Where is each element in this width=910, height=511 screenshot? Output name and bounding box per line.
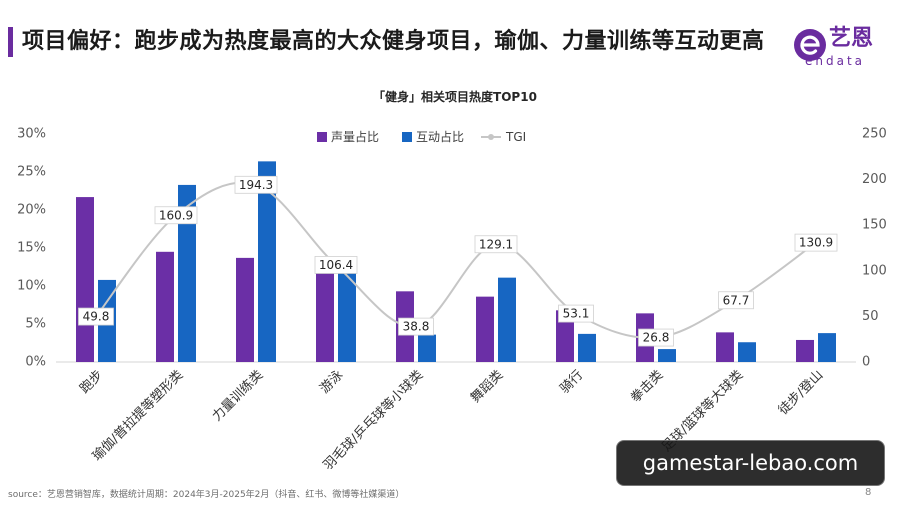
tgi-line <box>95 181 817 339</box>
tgi-data-label: 160.9 <box>154 206 198 225</box>
bar-voice-share <box>236 257 254 362</box>
tgi-data-label-box <box>78 307 114 326</box>
legend-item-tgi: TGI <box>481 130 526 144</box>
endata-logo: 艺恩 endata <box>793 24 893 70</box>
legend-item-interaction-share: 互动占比 <box>402 129 464 144</box>
bar-interaction-share <box>258 161 276 362</box>
tgi-data-label-box <box>314 256 358 274</box>
tgi-data-label: 129.1 <box>474 235 518 254</box>
bar-interaction-share <box>178 184 196 362</box>
chart-legend: 声量占比 互动占比 TGI <box>317 129 526 144</box>
bar-voice-share <box>76 197 94 362</box>
page-number: 8 <box>865 487 872 498</box>
tgi-data-label-text: 194.3 <box>239 178 273 192</box>
tgi-data-label-box <box>558 304 594 323</box>
endata-e-logo-icon <box>793 28 827 62</box>
page-title: 项目偏好：跑步成为热度最高的大众健身项目，瑜伽、力量训练等互动更高 <box>22 29 765 54</box>
legend-label-voice-share: 声量占比 <box>331 129 379 144</box>
legend-swatch-interaction-share <box>402 132 412 142</box>
bar-voice-share <box>796 339 814 362</box>
tgi-data-label-box <box>154 206 198 225</box>
legend-label-interaction-share: 互动占比 <box>416 129 464 144</box>
line-series-tgi <box>93 181 819 341</box>
chart-axes: 0% 5% 10% 15% 20% 25% 30% 0 50 100 150 200 250 <box>17 127 887 370</box>
tgi-data-label-box <box>718 291 754 310</box>
bar-voice-share <box>156 251 174 362</box>
bar-voice-share <box>476 296 494 362</box>
x-axis-category-label: 舞蹈类 <box>468 368 506 406</box>
left-axis-tick-label: 5% <box>25 317 46 332</box>
bar-series-interaction-share <box>98 161 836 362</box>
bar-interaction-share <box>338 272 356 362</box>
tgi-data-label-box <box>794 233 838 252</box>
bar-interaction-share <box>498 277 516 362</box>
source-note: source：艺恩营销智库，数据统计周期：2024年3月-2025年2月（抖音、… <box>8 490 405 500</box>
tgi-data-label-box <box>398 317 434 336</box>
tgi-data-label-text: 129.1 <box>479 237 513 251</box>
tgi-data-label: 49.8 <box>78 307 114 326</box>
bar-voice-share <box>716 332 734 362</box>
tgi-data-label-text: 49.8 <box>83 310 110 324</box>
tgi-data-label: 194.3 <box>234 175 278 194</box>
right-axis-tick-label: 150 <box>862 218 887 233</box>
x-axis-category-label: 游泳 <box>317 368 346 397</box>
x-axis-category-label: 拳击类 <box>627 367 666 406</box>
right-axis-tick-label: 100 <box>862 263 887 278</box>
tgi-data-labels: 49.8 160.9 194.3 106.4 38.8 129.1 53.1 26.8 67.7… <box>78 175 838 347</box>
left-axis-tick-label: 20% <box>17 203 46 218</box>
tgi-data-label-text: 26.8 <box>643 331 670 345</box>
logo-name-en: endata <box>805 54 866 68</box>
tgi-data-label-box <box>474 235 518 254</box>
tgi-data-label-text: 106.4 <box>319 258 353 272</box>
chart-title: 「健身」相关项目热度TOP10 <box>373 89 537 104</box>
right-axis-tick-label: 0 <box>862 355 870 370</box>
bar-interaction-share <box>738 342 756 362</box>
bar-interaction-share <box>658 349 676 362</box>
watermark-overlay: gamestar-lebao.com <box>616 440 885 486</box>
x-axis-category-label: 力量训练类 <box>210 368 267 425</box>
tgi-data-label-text: 160.9 <box>159 208 193 222</box>
x-axis-category-label: 瑜伽/普拉提等塑形类 <box>89 367 186 464</box>
bar-voice-share <box>556 310 574 362</box>
right-axis-tick-label: 200 <box>862 172 887 187</box>
right-axis-tick-label: 250 <box>862 127 887 142</box>
tgi-data-label-box <box>638 328 674 347</box>
legend-item-voice-share: 声量占比 <box>317 129 379 144</box>
tgi-data-label: 26.8 <box>638 328 674 347</box>
legend-swatch-tgi-dot <box>488 134 494 140</box>
bar-interaction-share <box>418 334 436 362</box>
tgi-data-label: 53.1 <box>558 304 594 323</box>
x-axis-category-label: 跑步 <box>77 368 106 397</box>
left-axis-tick-label: 15% <box>17 241 46 256</box>
left-axis-tick-label: 10% <box>17 279 46 294</box>
tgi-data-label: 38.8 <box>398 317 434 336</box>
tgi-data-label-text: 53.1 <box>563 307 590 321</box>
tgi-data-label: 67.7 <box>718 291 754 310</box>
tgi-data-label-text: 130.9 <box>799 236 833 250</box>
left-axis-tick-label: 30% <box>17 127 46 142</box>
legend-swatch-voice-share <box>317 132 327 142</box>
bar-voice-share <box>316 271 334 362</box>
left-axis-tick-label: 0% <box>25 355 46 370</box>
tgi-data-label-box <box>234 175 278 194</box>
tgi-data-label: 130.9 <box>794 233 838 252</box>
right-axis-tick-label: 50 <box>862 309 879 324</box>
bar-interaction-share <box>818 333 836 362</box>
x-axis-category-label: 骑行 <box>557 368 586 397</box>
title-accent-bar <box>8 27 13 57</box>
left-axis-tick-label: 25% <box>17 165 46 180</box>
legend-label-tgi: TGI <box>505 130 526 144</box>
tgi-data-label-text: 67.7 <box>723 293 750 307</box>
tgi-data-label: 106.4 <box>314 256 358 274</box>
bar-series <box>76 161 836 362</box>
tgi-data-label-text: 38.8 <box>403 320 430 334</box>
logo-name-cn: 艺恩 <box>829 26 874 51</box>
bar-interaction-share <box>578 333 596 362</box>
x-axis-category-label: 徒步/登山 <box>776 368 826 418</box>
